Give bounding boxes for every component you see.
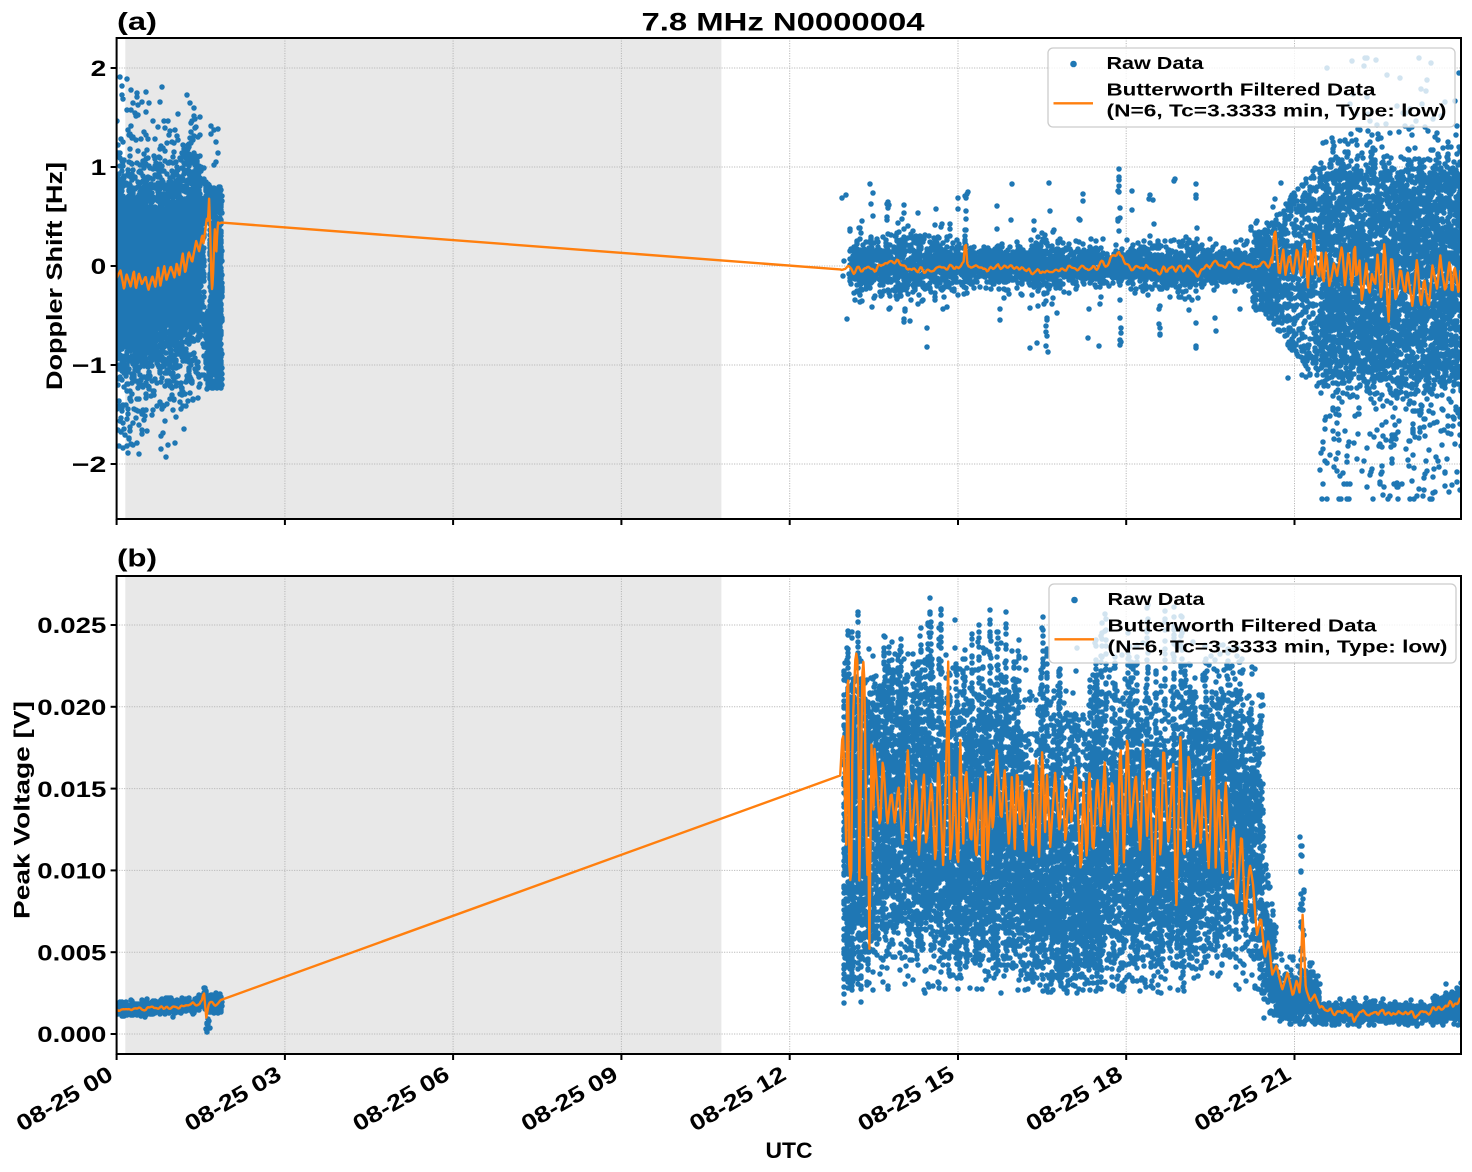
svg-text:(N=6, Tc=3.3333 min, Type: low: (N=6, Tc=3.3333 min, Type: low) <box>1108 637 1448 657</box>
svg-text:0: 0 <box>91 254 107 279</box>
svg-text:7.8 MHz N0000004: 7.8 MHz N0000004 <box>642 9 925 37</box>
svg-text:(N=6, Tc=3.3333 min, Type: low: (N=6, Tc=3.3333 min, Type: low) <box>1107 101 1447 121</box>
svg-text:Raw Data: Raw Data <box>1107 53 1204 73</box>
svg-text:(b): (b) <box>117 545 157 573</box>
svg-text:0.005: 0.005 <box>37 940 106 965</box>
svg-text:UTC: UTC <box>766 1138 813 1163</box>
svg-text:1: 1 <box>91 155 107 180</box>
svg-text:2: 2 <box>91 56 107 81</box>
svg-text:0.010: 0.010 <box>37 859 106 884</box>
svg-text:Butterworth Filtered Data: Butterworth Filtered Data <box>1108 616 1377 636</box>
svg-text:Peak Voltage [V]: Peak Voltage [V] <box>10 701 35 919</box>
svg-text:0.000: 0.000 <box>37 1022 106 1047</box>
svg-text:Butterworth Filtered Data: Butterworth Filtered Data <box>1107 80 1376 100</box>
svg-text:0.020: 0.020 <box>37 695 106 720</box>
svg-text:Raw Data: Raw Data <box>1108 589 1205 609</box>
svg-text:0.025: 0.025 <box>37 613 106 638</box>
svg-text:0.015: 0.015 <box>37 777 106 802</box>
svg-text:−2: −2 <box>72 452 107 477</box>
svg-text:−1: −1 <box>72 353 107 378</box>
svg-text:Doppler Shift [Hz]: Doppler Shift [Hz] <box>42 162 67 390</box>
svg-text:(a): (a) <box>117 8 157 36</box>
